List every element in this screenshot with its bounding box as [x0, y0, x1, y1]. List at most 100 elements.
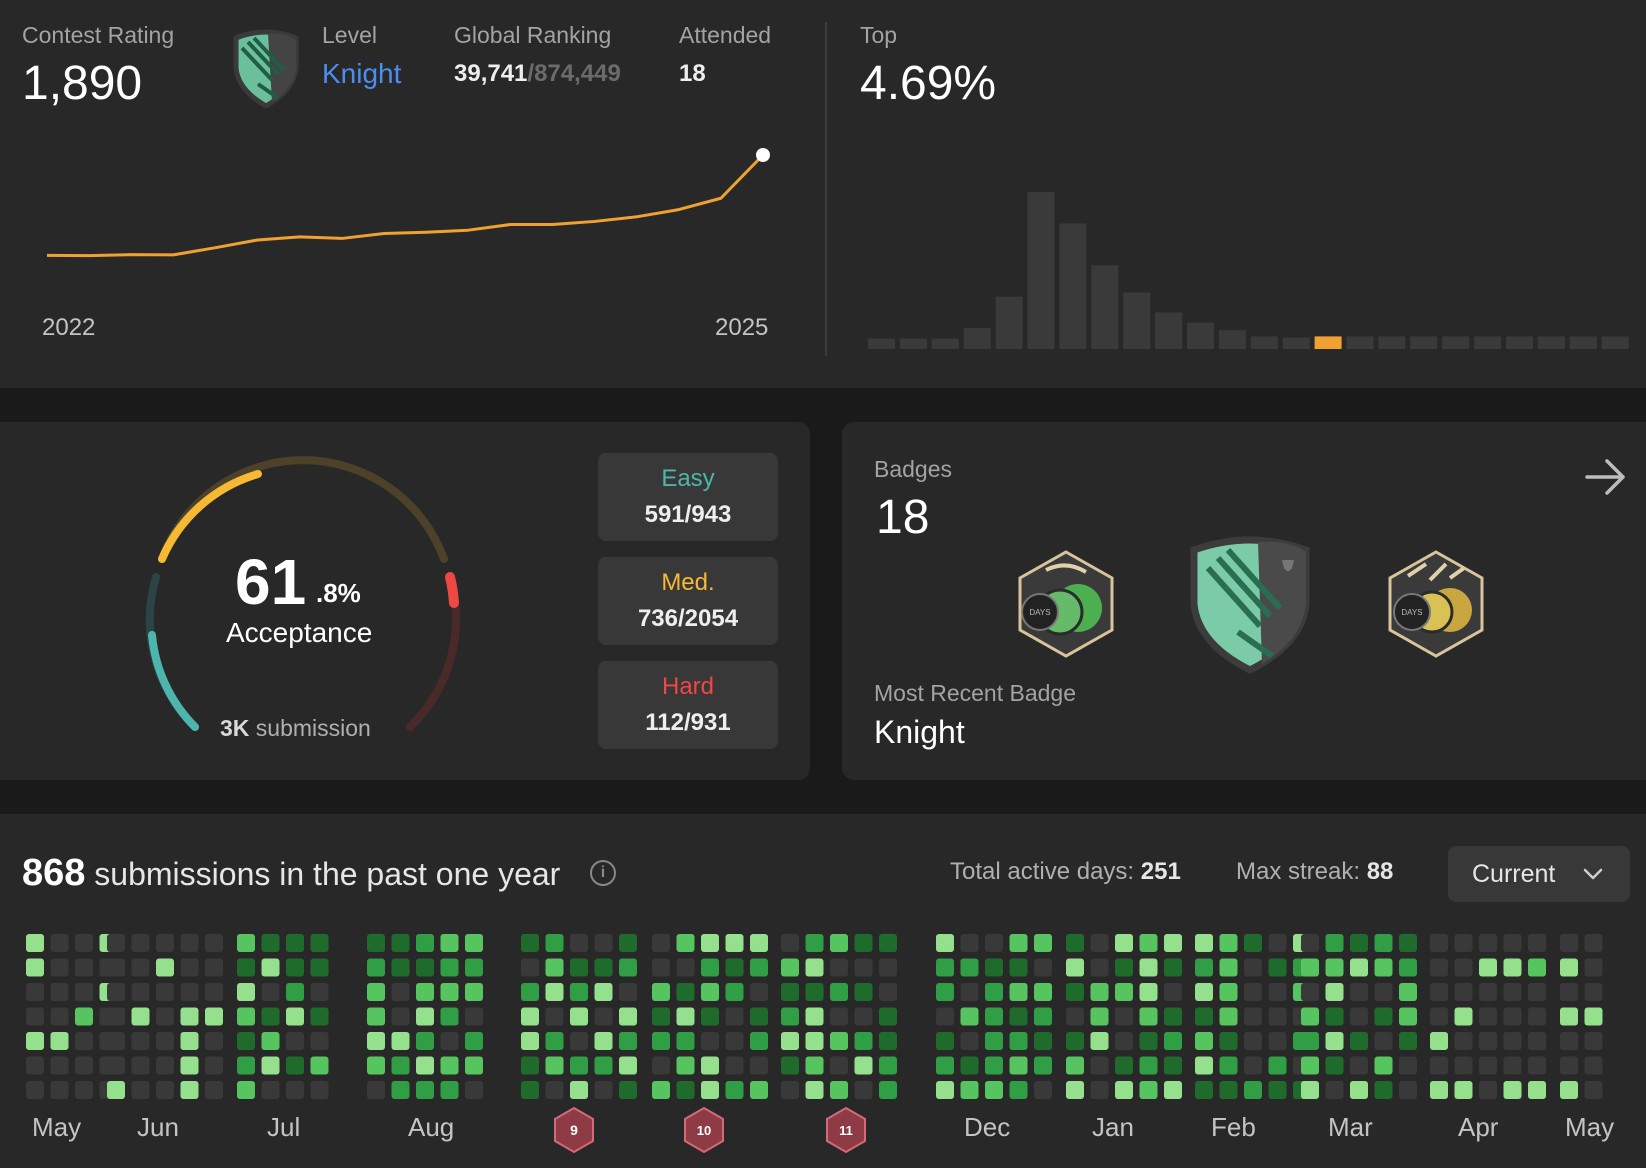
heatmap-cell: [936, 983, 954, 1001]
contest-badge-9-icon[interactable]: 9: [552, 1106, 596, 1154]
heatmap-cell: [1164, 1007, 1182, 1026]
heatmap-cell: [237, 1056, 255, 1075]
contest-badge-11-icon[interactable]: 11: [824, 1106, 868, 1154]
365-days-badge-icon[interactable]: DAYS: [1386, 550, 1486, 658]
heatmap-cell: [1374, 1056, 1393, 1075]
heatmap-cell: [261, 934, 280, 952]
50-days-badge-icon[interactable]: DAYS: [1016, 550, 1116, 658]
heatmap-cell: [156, 958, 174, 977]
heatmap-cell: [107, 1081, 125, 1099]
heatmap-cell: [1399, 1081, 1417, 1099]
arrow-right-icon[interactable]: [1583, 455, 1627, 499]
easy-stat-box[interactable]: Easy 591/943: [598, 453, 778, 541]
month-label: Feb: [1211, 1112, 1256, 1142]
heatmap-cell: [237, 1007, 255, 1026]
heatmap-cell: [619, 1081, 637, 1099]
heatmap-cell: [26, 1056, 44, 1075]
heatmap-cell: [1219, 958, 1238, 977]
contest-badge-10-icon[interactable]: 10: [682, 1106, 726, 1154]
heatmap-cell: [1479, 1056, 1497, 1075]
heatmap-cell: [1399, 958, 1417, 977]
heatmap-cell: [1301, 1081, 1319, 1099]
heatmap-cell: [205, 1032, 223, 1050]
heatmap-cell: [652, 934, 670, 952]
heatmap-cell: [391, 1007, 410, 1026]
heatmap-cell: [619, 1056, 637, 1075]
heatmap-cell: [465, 934, 483, 952]
heatmap-cell: [1066, 958, 1084, 977]
heatmap-cell: [854, 983, 873, 1001]
month-label: Apr: [1458, 1112, 1499, 1142]
heatmap-cell: [1350, 1032, 1368, 1050]
heatmap-cell: [1139, 983, 1158, 1001]
rating-line-chart[interactable]: [0, 0, 800, 300]
heatmap-cell: [286, 958, 304, 977]
rating-last-point: [756, 148, 770, 162]
heatmap-cell: [367, 934, 385, 952]
heatmap-cell: [261, 1032, 280, 1050]
heatmap-cell: [131, 1032, 150, 1050]
heatmap-cell: [1195, 983, 1213, 1001]
heatmap-cell: [1066, 934, 1084, 952]
heatmap-cell: [1268, 958, 1287, 977]
heatmap-cell: [50, 958, 69, 977]
month-label: May: [32, 1112, 82, 1142]
distribution-bar: [1282, 337, 1310, 349]
heatmap-cell: [1374, 1007, 1393, 1026]
rating-distribution-chart[interactable]: [0, 0, 1646, 360]
knight-badge-icon[interactable]: [228, 28, 304, 108]
heatmap-cell: [1219, 934, 1238, 952]
heatmap-cell: [1454, 934, 1473, 952]
hard-stat-box[interactable]: Hard 112/931: [598, 661, 778, 749]
heatmap-cell: [1034, 1081, 1052, 1099]
heatmap-cell: [465, 1007, 483, 1026]
most-recent-badge-label: Most Recent Badge: [874, 680, 1077, 706]
heatmap-cell: [75, 958, 93, 977]
heatmap-cell: [545, 1081, 564, 1099]
heatmap-cell: [1139, 1007, 1158, 1026]
heatmap-cell: [50, 934, 69, 952]
heatmap-cell: [1528, 1056, 1546, 1075]
distribution-bar: [1091, 265, 1119, 349]
heatmap-cell: [594, 1056, 613, 1075]
distribution-bar: [1187, 322, 1214, 349]
info-icon[interactable]: i: [590, 860, 616, 886]
distribution-bar: [899, 338, 927, 349]
heatmap-cell: [1584, 934, 1603, 952]
heatmap-cell: [180, 934, 199, 952]
heatmap-cell: [652, 983, 670, 1001]
heatmap-cell: [1034, 1032, 1052, 1050]
distribution-bar: [1027, 192, 1055, 349]
attended-value: 18: [679, 60, 706, 87]
acceptance-gauge[interactable]: [130, 455, 470, 755]
heatmap-cell: [286, 1032, 304, 1050]
heatmap-cell: [391, 934, 410, 952]
heatmap-cell: [1034, 1007, 1052, 1026]
heatmap-cell: [879, 934, 897, 952]
knight-recent-badge-icon[interactable]: [1186, 534, 1314, 674]
heatmap-cell: [1139, 934, 1158, 952]
heatmap-cell: [1399, 1007, 1417, 1026]
heatmap-cell: [180, 958, 199, 977]
heatmap-cell: [50, 1032, 69, 1050]
total-active-days: Total active days: 251: [950, 858, 1181, 885]
heatmap-cell: [545, 1032, 564, 1050]
badge1-days-text: DAYS: [1029, 608, 1050, 617]
distribution-bar: [931, 338, 959, 349]
heatmap-cell: [619, 934, 637, 952]
heatmap-cell: [936, 934, 954, 952]
heatmap-cell: [619, 958, 637, 977]
medium-stat-box[interactable]: Med. 736/2054: [598, 557, 778, 645]
heatmap-cell: [50, 1007, 69, 1026]
heatmap-cell: [1244, 1007, 1262, 1026]
heatmap-cell: [440, 1032, 459, 1050]
heatmap-cell: [1454, 983, 1473, 1001]
heatmap-cell: [310, 1081, 329, 1099]
period-dropdown[interactable]: Current: [1448, 846, 1630, 902]
heatmap-cell: [1139, 1081, 1158, 1099]
heatmap-cell: [1115, 958, 1133, 977]
heatmap-cell: [1219, 1081, 1238, 1099]
heatmap-cell: [1034, 958, 1052, 977]
heatmap-cell: [830, 934, 848, 952]
